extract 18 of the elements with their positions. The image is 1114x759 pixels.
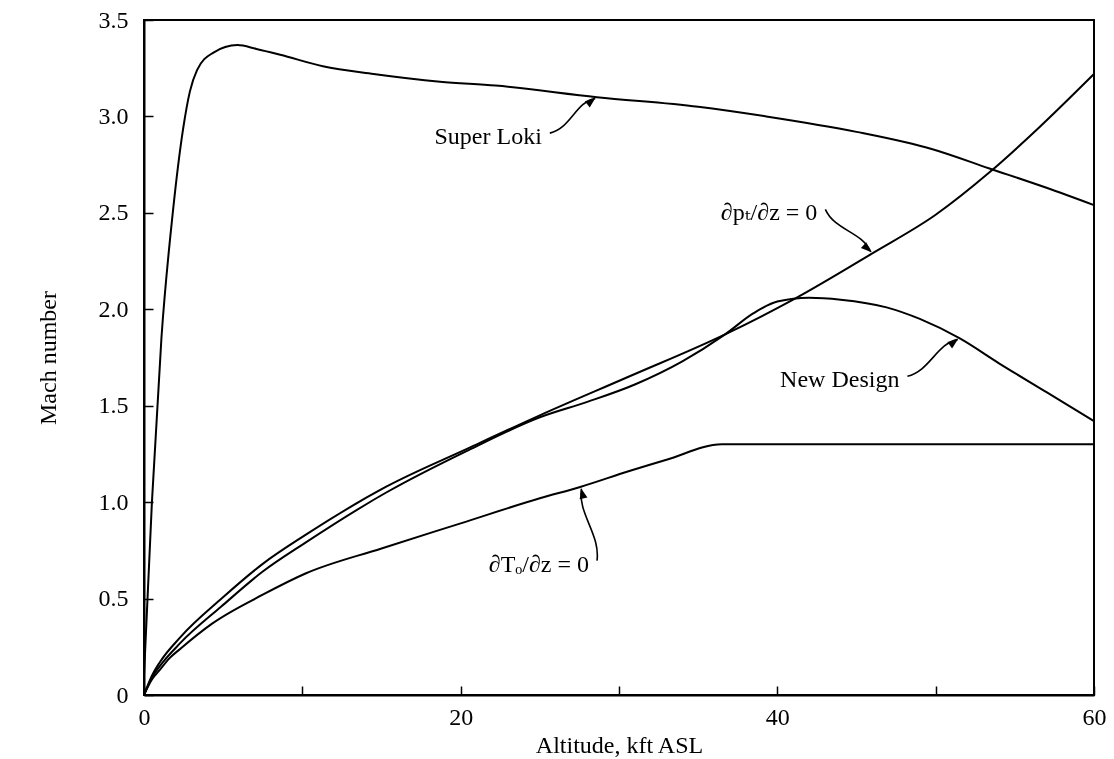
x-tick-label: 20 bbox=[449, 703, 474, 730]
y-tick-label: 1.5 bbox=[98, 392, 129, 419]
y-tick-label: 0.5 bbox=[98, 585, 129, 612]
series-label: ∂Tₒ/∂z = 0 bbox=[488, 550, 589, 577]
y-tick-label: 3.0 bbox=[98, 102, 129, 129]
y-axis-title: Mach number bbox=[34, 291, 61, 425]
text: ∂pₜ/∂z = 0 bbox=[720, 199, 818, 226]
y-tick-label: 0 bbox=[116, 681, 129, 708]
x-tick-label: 0 bbox=[138, 703, 151, 730]
x-axis-title: Altitude, kft ASL bbox=[535, 731, 704, 758]
series-label: Super Loki bbox=[434, 123, 543, 150]
x-tick-label: 60 bbox=[1082, 703, 1107, 730]
y-tick-label: 2.0 bbox=[98, 295, 129, 322]
text: New Design bbox=[780, 366, 900, 393]
y-tick-label: 1.0 bbox=[98, 488, 129, 515]
y-tick-label: 3.5 bbox=[98, 6, 129, 33]
y-tick-label: 2.5 bbox=[98, 199, 129, 226]
x-tick-label: 40 bbox=[765, 703, 790, 730]
